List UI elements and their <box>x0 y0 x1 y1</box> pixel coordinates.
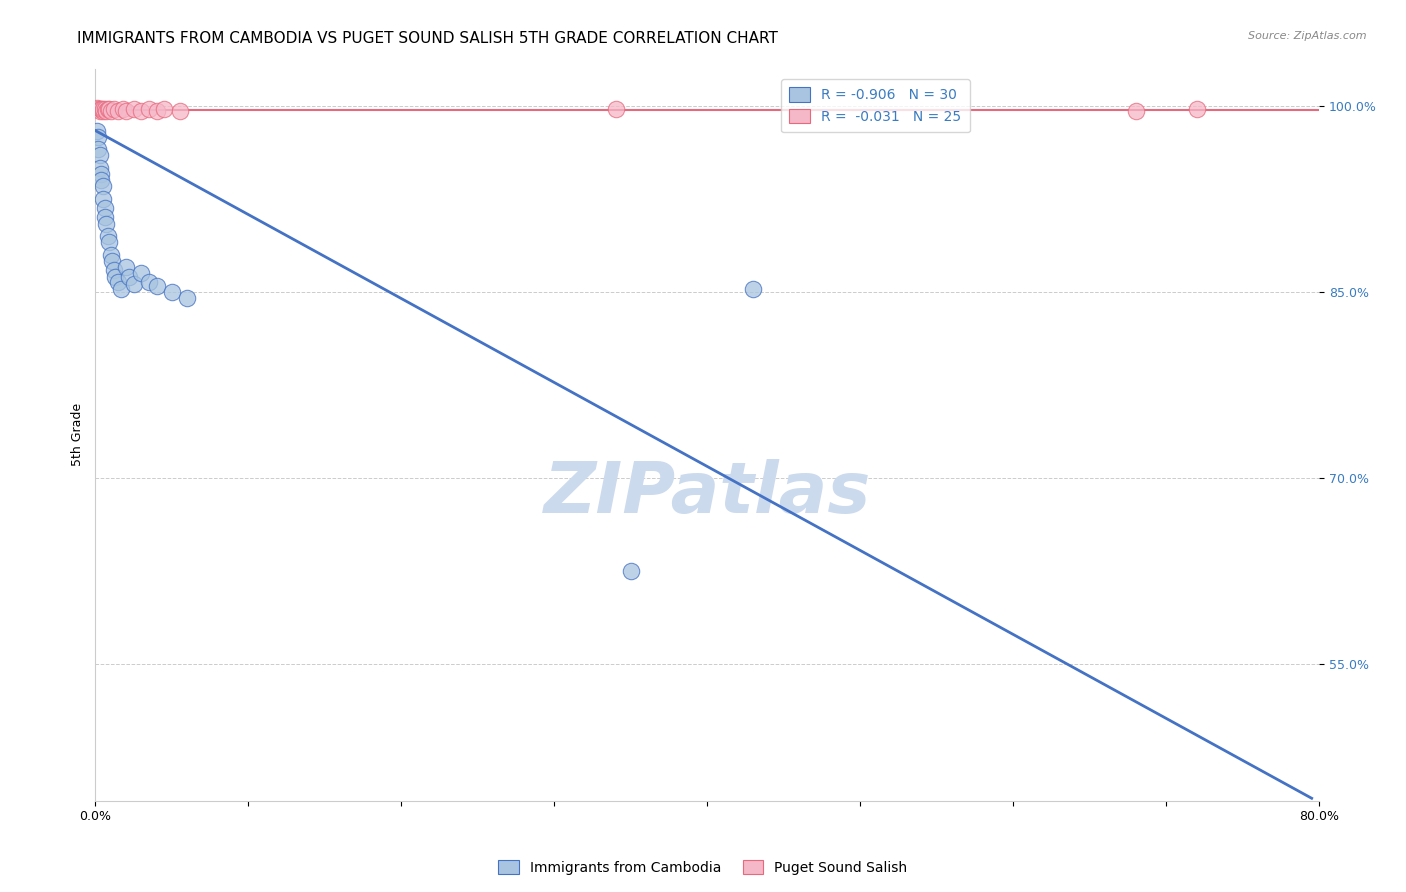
Point <box>94 103 117 118</box>
Text: IMMIGRANTS FROM CAMBODIA VS PUGET SOUND SALISH 5TH GRADE CORRELATION CHART: IMMIGRANTS FROM CAMBODIA VS PUGET SOUND … <box>77 31 778 46</box>
Text: ZIPatlas: ZIPatlas <box>544 458 872 528</box>
Point <box>87 103 110 117</box>
Point <box>742 282 765 296</box>
Point <box>91 179 114 194</box>
Point <box>103 103 125 117</box>
Point <box>90 167 112 181</box>
Point <box>122 103 145 117</box>
Point <box>153 103 176 117</box>
Point <box>605 103 627 117</box>
Legend: R = -0.906   N = 30, R =  -0.031   N = 25: R = -0.906 N = 30, R = -0.031 N = 25 <box>780 79 970 132</box>
Point <box>145 103 167 118</box>
Point <box>90 103 112 117</box>
Point <box>100 248 122 262</box>
Point <box>91 192 114 206</box>
Point <box>91 103 114 118</box>
Point <box>138 103 160 117</box>
Point <box>129 266 152 280</box>
Point <box>87 142 110 156</box>
Point <box>89 148 111 162</box>
Point <box>160 285 183 299</box>
Text: Source: ZipAtlas.com: Source: ZipAtlas.com <box>1249 31 1367 41</box>
Point <box>98 103 121 117</box>
Point <box>115 103 138 118</box>
Point <box>90 173 112 187</box>
Point <box>176 291 198 305</box>
Legend: Immigrants from Cambodia, Puget Sound Salish: Immigrants from Cambodia, Puget Sound Sa… <box>494 855 912 880</box>
Point <box>100 103 122 118</box>
Point <box>115 260 138 274</box>
Point <box>138 275 160 289</box>
Point <box>98 235 121 250</box>
Point <box>169 103 191 118</box>
Point <box>93 211 115 225</box>
Point <box>145 278 167 293</box>
Point <box>91 103 114 117</box>
Point <box>86 123 108 137</box>
Point <box>101 253 124 268</box>
Point <box>107 275 129 289</box>
Point <box>118 270 141 285</box>
Point <box>122 277 145 292</box>
Point <box>89 161 111 175</box>
Point <box>129 103 152 118</box>
Point <box>1125 103 1147 118</box>
Point <box>1185 103 1208 117</box>
Point <box>90 103 112 117</box>
Point <box>620 564 643 578</box>
Point <box>89 103 111 118</box>
Point <box>94 217 117 231</box>
Point <box>97 229 120 244</box>
Point <box>93 103 115 117</box>
Point <box>103 262 125 277</box>
Point <box>97 103 120 117</box>
Y-axis label: 5th Grade: 5th Grade <box>72 403 84 467</box>
Point <box>107 103 129 118</box>
Point <box>86 101 108 115</box>
Point <box>110 282 132 296</box>
Point <box>111 103 134 117</box>
Point <box>87 129 110 144</box>
Point <box>104 270 127 285</box>
Point <box>93 201 115 215</box>
